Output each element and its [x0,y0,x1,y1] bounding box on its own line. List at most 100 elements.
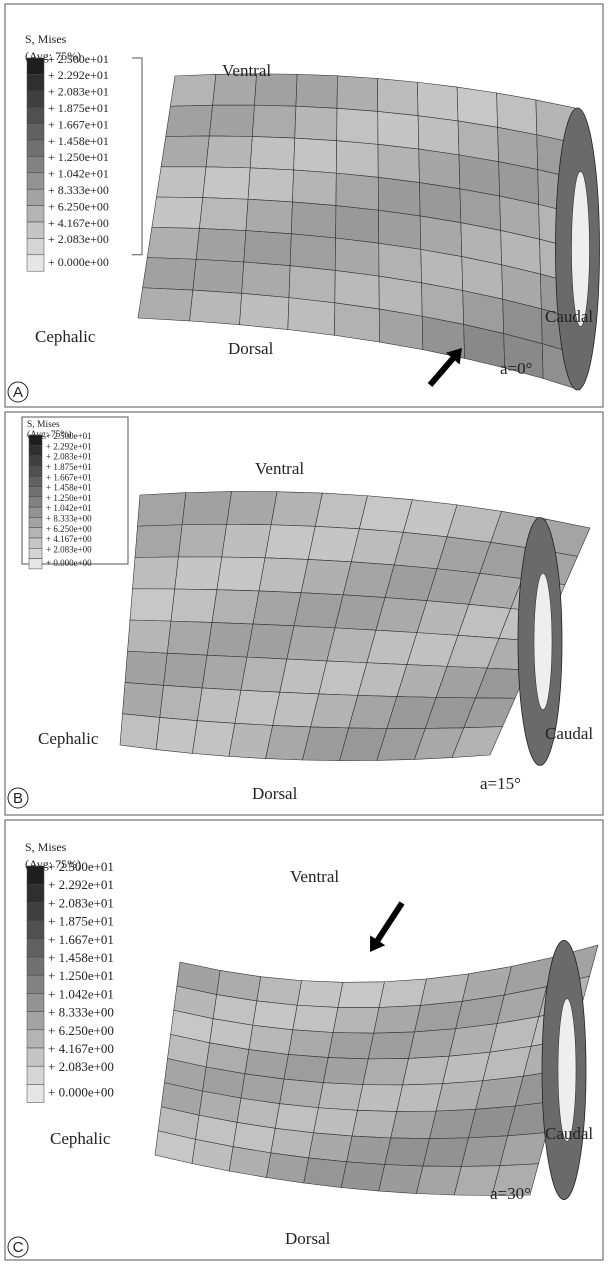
mesh-cell [336,141,378,178]
legend-swatch [27,74,44,90]
mesh-cell [341,1162,385,1191]
mesh-cell [175,557,222,590]
legend-swatch [27,91,44,107]
mesh-cell [130,589,175,621]
legend-swatch [27,140,44,156]
legend-swatch [27,975,44,993]
mesh-cell [157,167,207,198]
legend-swatch [27,189,44,205]
mesh-cell [374,1005,421,1033]
label-ventral: Ventral [290,867,339,886]
legend-label: + 8.333e+00 [48,1005,114,1020]
mesh-cell [202,655,247,690]
legend-title: S, Mises [25,32,67,46]
arrow-shaft [430,356,455,385]
legend-swatch [29,456,42,466]
mesh-cell [378,177,420,216]
mesh-cell [266,1153,308,1183]
legend-label: + 1.667e+01 [46,472,92,482]
legend-swatch [27,1048,44,1066]
legend-label: + 2.083e+01 [48,85,109,99]
legend-swatch [27,921,44,939]
legend-swatch [27,1084,44,1102]
legend-label: + 1.875e+01 [48,914,114,929]
mesh-cell [240,293,289,329]
legend-label: + 2.083e+00 [48,232,109,246]
mesh-cell [368,1032,414,1059]
legend-label: + 1.250e+01 [46,493,92,503]
legend-swatch [27,107,44,123]
mesh-cell [138,288,193,321]
mesh-cell [161,136,209,167]
mesh-cell [378,79,419,116]
legend-label: + 1.458e+01 [48,950,114,965]
mesh-cell [295,106,337,141]
mesh-cell [147,227,199,259]
mesh-cell [135,525,182,558]
legend-swatch [27,206,44,222]
mesh-cell [138,493,186,527]
legend-label: + 1.250e+01 [48,150,109,164]
mesh-cell [287,626,335,661]
mesh-cell [178,524,226,557]
panel-letter: B [13,790,23,807]
label-dorsal: Dorsal [228,339,274,358]
mesh-cell [120,714,160,750]
label-dorsal: Dorsal [285,1229,331,1248]
legend-swatch [29,538,42,548]
mesh-cell [170,74,216,106]
legend-label: + 0.000e+00 [46,558,92,568]
label-caudal: Caudal [545,1124,593,1143]
mesh-cell [338,982,385,1008]
legend-label: + 0.000e+00 [48,1084,114,1099]
legend-swatch [27,1012,44,1030]
caudal-hole [572,171,590,326]
legend-label: + 2.083e+00 [46,544,92,554]
mesh-cell [409,1029,456,1059]
legend-label: + 4.167e+00 [46,534,92,544]
mesh-cell [352,1110,397,1138]
mesh-cell [244,231,292,266]
mesh-cell [292,170,336,206]
label-dorsal: Dorsal [252,784,298,803]
mesh-cell [235,690,280,725]
mesh-cell [379,210,421,249]
mesh-cell [379,979,426,1008]
legend-label: + 1.042e+01 [48,986,114,1001]
mesh-cell [336,173,379,210]
mesh-cell [294,138,337,173]
mesh-cell [385,1138,430,1166]
angle-label: a=0° [500,359,532,378]
legend-swatch [29,445,42,455]
label-cephalic: Cephalic [50,1129,111,1148]
legend-label: + 6.250e+00 [48,199,109,213]
mesh-cell [253,1001,297,1030]
legend-swatch [27,124,44,140]
mesh-cell [242,262,290,298]
mesh-cell [271,492,322,527]
panel: S, Mises(Avg: 75%)+ 2.500e+01+ 2.292e+01… [8,32,600,402]
legend-swatch [27,58,44,74]
legend-title: S, Mises [25,840,67,854]
legend-swatch [27,957,44,975]
mesh-cell [229,723,273,758]
mesh-cell [419,149,460,189]
legend-swatch [27,222,44,238]
legend-label: + 1.667e+01 [48,932,114,947]
mesh-cell [333,1007,379,1033]
legend-label: + 1.458e+01 [48,134,109,148]
legend-swatch [27,866,44,884]
legend-label: + 1.458e+01 [46,483,92,493]
legend-swatch [27,1066,44,1084]
mesh-cell [164,653,208,688]
mesh-cell [125,651,167,685]
mesh-cell [265,525,315,560]
mesh-cell [156,717,197,753]
panel: S, Mises(Avg: 75%)+ 2.500e+01+ 2.292e+01… [8,840,598,1257]
mesh-cell [160,685,202,720]
mesh-cell [328,1032,373,1058]
legend-label: + 2.500e+01 [48,52,109,66]
mesh-cell [222,524,271,558]
mesh-cell [182,492,231,525]
mesh-cell [197,688,241,723]
